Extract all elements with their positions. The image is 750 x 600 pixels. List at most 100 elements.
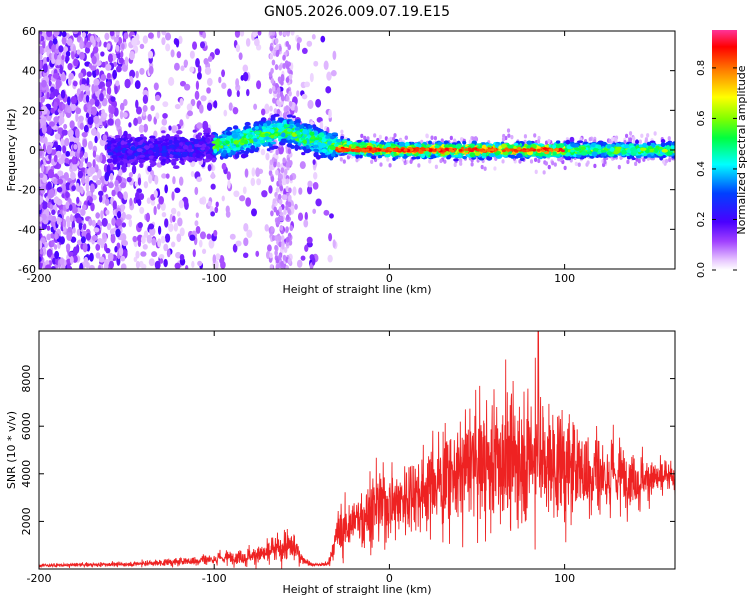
heatmap-cell — [44, 241, 49, 249]
heatmap-cell — [271, 235, 276, 242]
heatmap-cell — [78, 115, 84, 122]
heatmap-cell — [39, 59, 43, 70]
heatmap-cell — [282, 254, 287, 261]
heatmap-cell — [386, 157, 390, 162]
heatmap-cell — [180, 65, 185, 72]
heatmap-cell — [117, 128, 123, 137]
heatmap-cell — [100, 73, 107, 81]
heatmap-cell — [151, 251, 158, 258]
heatmap-cell — [285, 63, 290, 70]
heatmap-cell — [137, 222, 143, 229]
heatmap-cell — [276, 108, 281, 115]
heatmap-cell — [223, 109, 228, 117]
heatmap-cell — [179, 80, 187, 87]
heatmap-cell — [278, 64, 282, 71]
heatmap-cell — [377, 154, 383, 159]
heatmap-cell — [162, 112, 168, 119]
heatmap-cell — [112, 54, 117, 61]
heatmap-cell — [288, 194, 292, 201]
heatmap-cell — [265, 250, 271, 260]
heatmap-cell — [277, 254, 282, 261]
heatmap-cell — [283, 246, 288, 253]
heatmap-cell — [95, 68, 100, 76]
heatmap-cell — [123, 98, 128, 107]
heatmap-cell — [72, 31, 79, 35]
heatmap-cell — [166, 248, 171, 258]
heatmap-cell — [287, 208, 291, 215]
heatmap-cell — [66, 263, 71, 269]
heatmap-cell — [260, 108, 266, 116]
heatmap-cell — [87, 116, 94, 126]
heatmap-cell — [379, 162, 383, 167]
heatmap-cell — [285, 226, 289, 233]
heatmap-cell — [184, 83, 191, 91]
heatmap-cell — [105, 63, 112, 71]
heatmap-cell — [199, 197, 205, 205]
heatmap-cell — [275, 187, 280, 194]
heatmap-cell — [304, 81, 311, 88]
heatmap-cell — [234, 31, 241, 38]
heatmap-cell — [255, 167, 261, 177]
heatmap-cell — [292, 186, 297, 196]
heatmap-cell — [103, 261, 109, 269]
heatmap-cell — [49, 121, 56, 127]
heatmap-cell — [116, 211, 122, 219]
heatmap-cell — [39, 262, 42, 269]
heatmap-cell — [634, 161, 638, 167]
heatmap-cell — [106, 86, 112, 96]
heatmap-cell — [301, 47, 308, 54]
heatmap-cell — [273, 108, 278, 115]
heatmap-cell — [194, 220, 199, 227]
heatmap-cell — [39, 45, 44, 55]
heatmap-cell — [523, 134, 528, 139]
heatmap-cell — [63, 123, 68, 130]
heatmap-cell — [213, 229, 218, 237]
heatmap-cell — [301, 93, 308, 100]
heatmap-cell — [81, 31, 86, 38]
heatmap-cell — [285, 265, 290, 269]
heatmap-cell — [58, 45, 64, 53]
heatmap-cell — [116, 65, 122, 73]
heatmap-cell — [72, 227, 76, 234]
heatmap-cell — [287, 148, 292, 155]
heatmap-cell — [428, 159, 432, 164]
heatmap-cell — [66, 231, 73, 241]
heatmap-cell — [118, 168, 123, 177]
heatmap-cell — [48, 80, 52, 87]
heatmap-cell — [236, 90, 240, 98]
heatmap-cell — [142, 110, 146, 117]
heatmap-cell — [409, 159, 413, 165]
heatmap-cell — [178, 199, 185, 209]
heatmap-cell — [92, 150, 97, 158]
heatmap-cell — [138, 124, 145, 133]
heatmap-cell — [195, 58, 200, 68]
heatmap-cell — [577, 162, 581, 167]
heatmap-cell — [119, 102, 125, 111]
heatmap-cell — [89, 183, 95, 193]
heatmap-cell — [121, 240, 128, 247]
heatmap-cell — [115, 218, 122, 227]
heatmap-cell — [75, 128, 80, 138]
heatmap-cell — [265, 152, 270, 161]
heatmap-cell — [72, 246, 78, 256]
heatmap-cell — [483, 166, 487, 171]
heatmap-cell — [277, 172, 282, 179]
heatmap-cell — [65, 55, 69, 64]
heatmap-cell — [133, 117, 138, 126]
heatmap-cell — [198, 239, 203, 248]
heatmap-cell — [632, 136, 636, 141]
heatmap-cell — [268, 185, 273, 194]
heatmap-cell — [298, 187, 303, 195]
heatmap-cell — [89, 166, 96, 175]
heatmap-cell — [206, 87, 211, 94]
heatmap-cell — [195, 212, 199, 219]
heatmap-cell — [294, 104, 298, 114]
heatmap-cell — [96, 36, 101, 43]
heatmap-cell — [60, 138, 65, 146]
heatmap-cells — [39, 31, 675, 269]
heatmap-cell — [71, 156, 77, 165]
heatmap-cell — [280, 261, 284, 268]
heatmap-cell — [233, 190, 240, 198]
heatmap-cell — [275, 169, 279, 176]
